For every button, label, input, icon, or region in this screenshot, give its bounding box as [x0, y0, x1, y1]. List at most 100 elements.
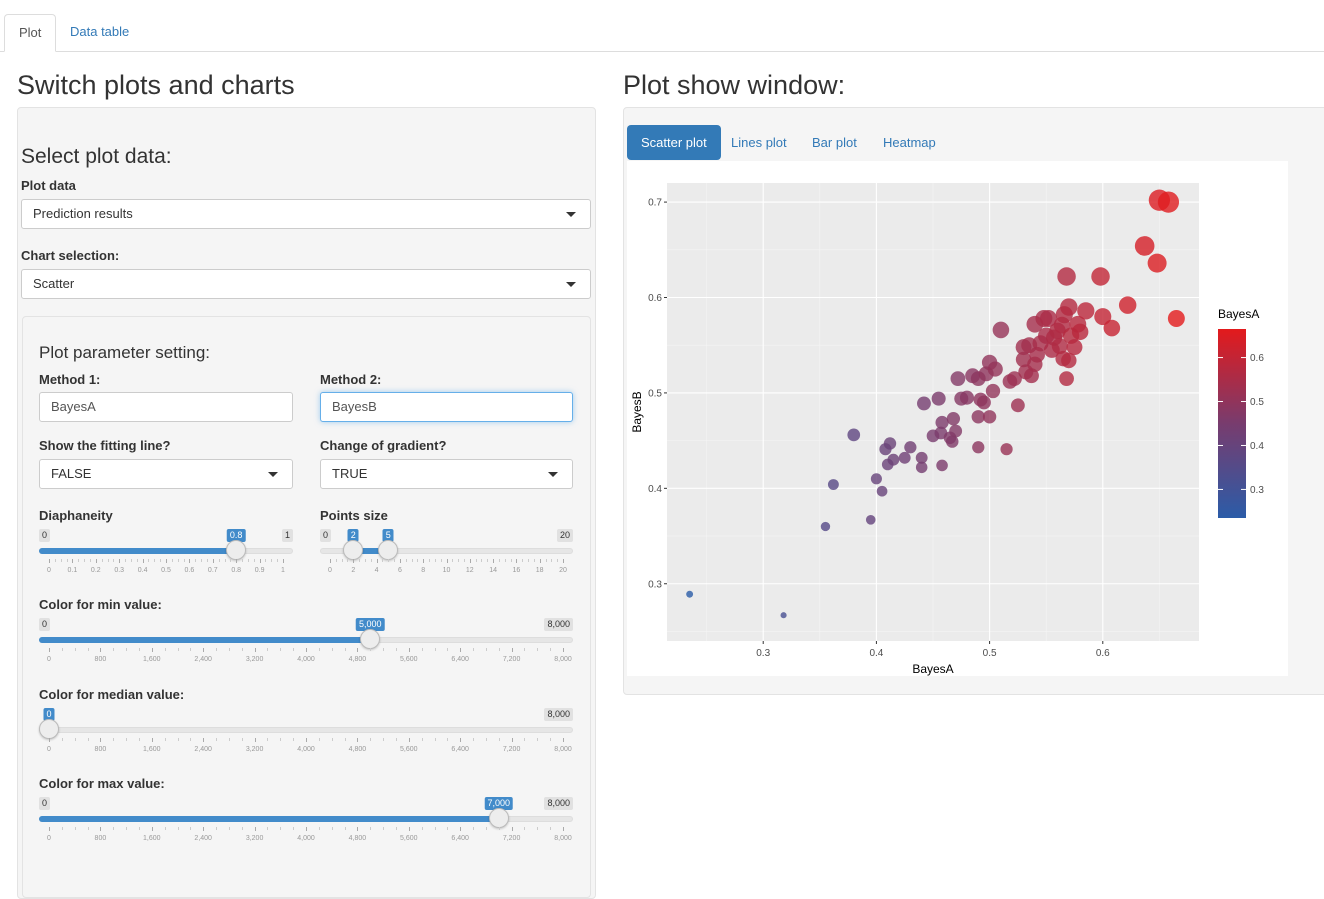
slider-tick-mark [370, 559, 372, 562]
scatter-point [946, 412, 961, 426]
slider-tick-mark [383, 648, 385, 651]
slider-tick-mark [485, 827, 487, 830]
slider-tick-mark [383, 827, 385, 830]
slider-value-label: 5,000 [355, 618, 385, 631]
method1-input[interactable]: BayesA [39, 392, 293, 422]
slider-tick-mark [247, 559, 249, 562]
slider-tick-mark [370, 827, 372, 830]
slider-handle[interactable] [226, 540, 247, 560]
color-median-slider[interactable]: 8,000 0 0 800 1,600 2,400 3,200 4,000 4,800 5,6… [39, 708, 573, 758]
slider-tick-mark [283, 559, 284, 563]
slider-tick-mark [557, 559, 559, 562]
slider-handle[interactable] [39, 719, 59, 739]
slider-high-handle[interactable] [378, 540, 399, 560]
slider-tick-mark [66, 559, 68, 562]
fitting-line-select[interactable]: FALSE [39, 459, 293, 489]
slider-tick-mark [550, 738, 552, 741]
top-tab-bar: Plot Data table [0, 0, 1324, 52]
color-median-label: Color for median value: [39, 687, 185, 702]
scatter-point [959, 390, 974, 405]
slider-tick-mark [370, 738, 372, 741]
slider-tick-mark [236, 559, 238, 563]
slider-tick-label: 14 [489, 567, 497, 574]
slider-tick-mark [293, 827, 295, 830]
chevron-down-icon [548, 472, 558, 477]
slider-tick-mark [271, 559, 273, 562]
slider-tick-mark [524, 738, 526, 741]
chart-selection-select[interactable]: Scatter [21, 269, 591, 299]
x-tick-label: 0.5 [983, 648, 997, 659]
slider-tick-label: 4,000 [297, 835, 315, 842]
slider-handle[interactable] [360, 629, 381, 649]
slider-tick-mark [84, 559, 86, 562]
slider-tick-label: 7,200 [502, 746, 521, 753]
slider-tick-mark [452, 559, 454, 562]
slider-tick-label: 8,000 [554, 656, 572, 663]
slider-min-label: 0 [39, 797, 51, 810]
slider-tick-label: 6 [397, 567, 402, 574]
slider-tick-mark [434, 738, 436, 741]
slider-tick-mark [54, 559, 56, 562]
slider-track[interactable] [320, 548, 573, 554]
color-max-slider[interactable]: 0 8,000 7,000 0 800 1,600 2,400 3,200 4,000 4,… [39, 797, 573, 847]
slider-tick-mark [267, 827, 269, 830]
tab-lines-plot[interactable]: Lines plot [731, 135, 787, 150]
slider-tick-mark [498, 827, 500, 830]
legend-tick-label: 0.3 [1250, 485, 1264, 496]
scatter-point [931, 391, 946, 406]
tab-scatter-plot[interactable]: Scatter plot [627, 125, 721, 160]
slider-tick-mark [241, 648, 243, 651]
method2-input[interactable]: BayesB [320, 392, 573, 422]
slider-tick-mark [190, 648, 192, 651]
slider-tick-mark [306, 648, 307, 652]
slider-tick-mark [318, 648, 320, 651]
slider-tick-mark [95, 559, 97, 563]
plot-data-select[interactable]: Prediction results [21, 199, 591, 229]
slider-tick-mark [511, 738, 513, 742]
slider-tick-mark [522, 559, 524, 562]
slider-ticks: 0 2 4 6 8 10 12 14 16 18 20 [328, 559, 567, 577]
slider-tick-mark [138, 738, 140, 741]
slider-tick-mark [293, 738, 295, 741]
plot-parameter-title: Plot parameter setting: [39, 343, 211, 362]
scatter-point [987, 361, 1003, 377]
tab-plot[interactable]: Plot [4, 14, 57, 52]
slider-tick-label: 0 [47, 835, 51, 842]
slider-tick-mark [61, 738, 63, 741]
gradient-select[interactable]: TRUE [320, 459, 573, 489]
slider-tick-mark [395, 827, 397, 830]
slider-tick-label: 3,200 [245, 656, 264, 663]
tab-bar-plot[interactable]: Bar plot [812, 135, 857, 150]
slider-tick-mark [447, 827, 449, 830]
slider-tick-mark [411, 559, 413, 562]
slider-tick-label: 0.1 [67, 567, 78, 574]
slider-tick-label: 1,600 [143, 835, 161, 842]
slider-low-handle[interactable] [343, 540, 364, 560]
scatter-point [1051, 338, 1068, 355]
slider-tick-mark [341, 559, 343, 562]
slider-ticks: 0 800 1,600 2,400 3,200 4,000 4,800 5,600 6,400 7… [47, 648, 572, 666]
slider-tick-mark [107, 559, 109, 562]
points-size-slider[interactable]: 0 20 2 5 0 2 4 6 8 10 12 14 16 18 20 [320, 529, 573, 579]
color-min-slider[interactable]: 0 8,000 5,000 0 800 1,600 2,400 3,200 4,000 4,… [39, 618, 573, 668]
slider-tick-mark [493, 559, 495, 563]
slider-tick-mark [195, 559, 197, 562]
slider-tick-label: 7,200 [502, 656, 521, 663]
diaphaneity-slider[interactable]: 0 1 0.8 0 0.1 0.2 0.3 0.4 0.5 0.6 0.7 0.8 0.9 1 [39, 529, 293, 579]
tab-heatmap[interactable]: Heatmap [883, 135, 936, 150]
slider-tick-label: 18 [535, 567, 544, 574]
slider-track[interactable] [39, 727, 573, 733]
slider-tick-mark [151, 827, 153, 831]
slider-max-label: 8,000 [544, 797, 573, 810]
tab-data-table[interactable]: Data table [70, 24, 130, 39]
scatter-point [917, 396, 931, 411]
plot-data-label: Plot data [21, 178, 76, 193]
slider-handle[interactable] [488, 808, 509, 828]
slider-ticks: 0 800 1,600 2,400 3,200 4,000 4,800 5,600 6,400 7… [47, 738, 572, 756]
slider-tick-mark [154, 559, 156, 562]
slider-tick-mark [528, 559, 530, 562]
slider-tick-mark [61, 827, 63, 830]
slider-tick-mark [242, 559, 244, 562]
slider-tick-label: 0 [328, 567, 332, 574]
slider-tick-mark [545, 559, 547, 562]
